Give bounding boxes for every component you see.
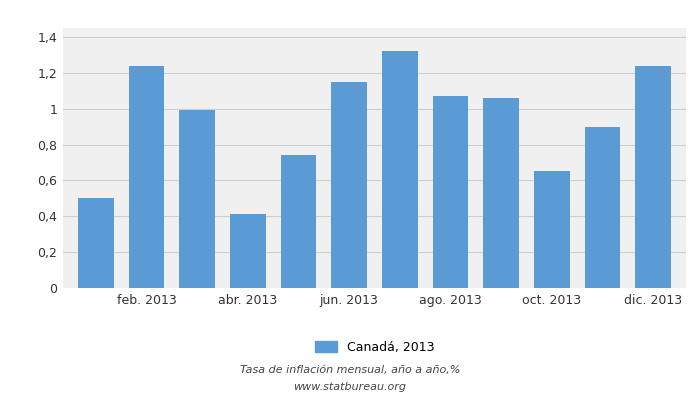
- Bar: [534, 172, 570, 288]
- Bar: [584, 127, 620, 288]
- Bar: [78, 198, 113, 288]
- Text: Tasa de inflación mensual, año a año,%: Tasa de inflación mensual, año a año,%: [240, 365, 460, 375]
- Bar: [179, 110, 215, 288]
- Bar: [636, 66, 671, 288]
- Bar: [129, 66, 164, 288]
- Bar: [230, 214, 265, 288]
- Bar: [484, 98, 519, 288]
- Text: www.statbureau.org: www.statbureau.org: [293, 382, 407, 392]
- Bar: [382, 51, 418, 288]
- Bar: [331, 82, 367, 288]
- Bar: [433, 96, 468, 288]
- Legend: Canadá, 2013: Canadá, 2013: [314, 341, 435, 354]
- Bar: [281, 155, 316, 288]
